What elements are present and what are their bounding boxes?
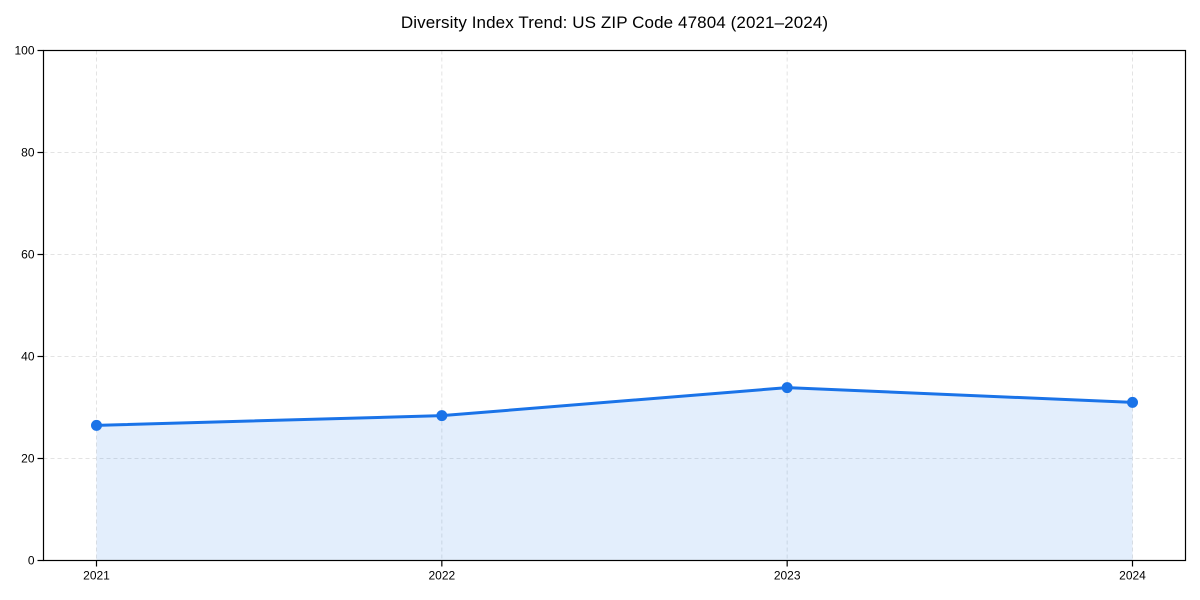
data-point-2023 — [781, 382, 793, 394]
trend-line — [95, 386, 1134, 427]
y-tick-label-40: 40 — [21, 350, 35, 364]
data-point-2024 — [1127, 396, 1138, 408]
plot-area — [43, 50, 1186, 561]
area-fill — [96, 387, 1133, 561]
plot-border — [42, 49, 1187, 562]
y-tick-label-100: 100 — [14, 44, 34, 58]
y-tick-label-20: 20 — [21, 452, 35, 466]
y-tick-label-60: 60 — [21, 248, 35, 262]
x-tick-label-2021: 2021 — [83, 569, 110, 583]
chart-title: Diversity Index Trend: US ZIP Code 47804… — [400, 13, 829, 32]
x-tick-label-2022: 2022 — [428, 569, 455, 583]
y-tick-label-0: 0 — [28, 554, 35, 568]
x-tick-label-2024: 2024 — [1119, 569, 1146, 583]
x-tick-label-2023: 2023 — [774, 569, 801, 583]
data-point-2022 — [436, 410, 448, 422]
data-point-2021 — [91, 419, 102, 431]
y-tick-label-80: 80 — [21, 146, 35, 160]
